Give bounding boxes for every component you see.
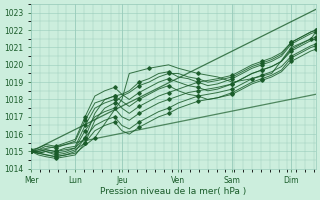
X-axis label: Pression niveau de la mer( hPa ): Pression niveau de la mer( hPa ) [100,187,247,196]
